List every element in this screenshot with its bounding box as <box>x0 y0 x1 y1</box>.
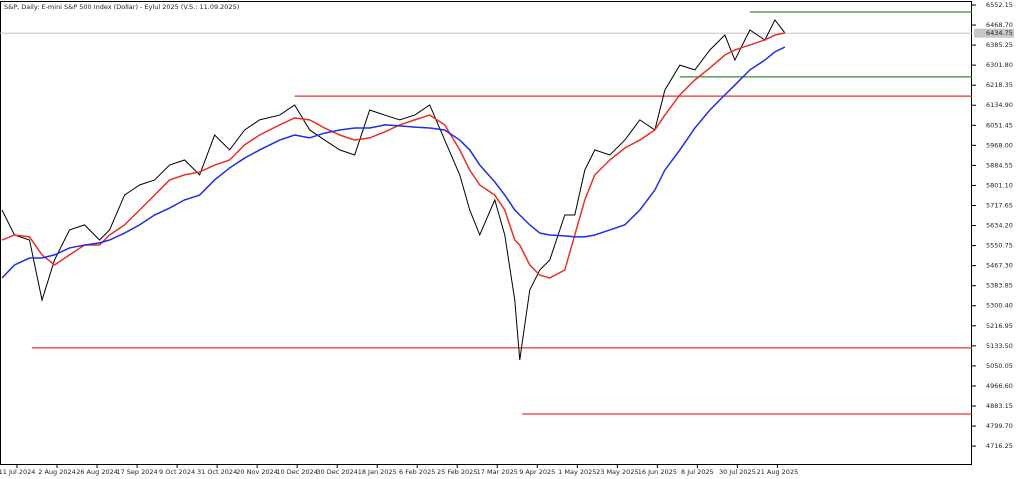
y-tick-label: 5467.30 <box>986 262 1013 270</box>
x-tick-label: 2 Aug 2024 <box>38 468 76 476</box>
y-tick-label: 5968.00 <box>986 141 1013 149</box>
y-tick-label: 5300.40 <box>986 302 1013 310</box>
last-price-label: 6434.75 <box>986 29 1013 37</box>
x-tick-label: 20 Nov 2024 <box>236 468 278 476</box>
y-tick-label: 5383.85 <box>986 282 1013 290</box>
x-tick-label: 11 Jul 2024 <box>0 468 35 476</box>
x-tick-label: 10 Dec 2024 <box>276 468 318 476</box>
y-tick-label: 6134.90 <box>986 101 1013 109</box>
x-tick-label: 30 Jul 2025 <box>719 468 756 476</box>
y-tick-label: 5050.05 <box>986 362 1013 370</box>
y-tick-label: 5717.65 <box>986 201 1013 209</box>
y-tick-label: 5884.55 <box>986 161 1013 169</box>
x-tick-label: 25 Feb 2025 <box>437 468 477 476</box>
x-tick-label: 18 Jan 2025 <box>358 468 397 476</box>
y-tick-label: 6218.35 <box>986 81 1013 89</box>
y-tick-label: 4966.60 <box>986 382 1013 390</box>
x-tick-label: 17 Mar 2025 <box>477 468 518 476</box>
y-tick-label: 6385.25 <box>986 41 1013 49</box>
x-tick-label: 23 May 2025 <box>596 468 638 476</box>
x-tick-label: 8 Jul 2025 <box>681 468 714 476</box>
y-tick-label: 4883.15 <box>986 402 1013 410</box>
y-tick-label: 5634.20 <box>986 222 1013 230</box>
x-tick-label: 21 Aug 2025 <box>757 468 799 476</box>
y-tick-label: 6468.70 <box>986 21 1013 29</box>
plot-frame <box>0 1 972 465</box>
x-tick-label: 9 Oct 2024 <box>159 468 195 476</box>
series-line <box>1 18 786 360</box>
y-tick-label: 5801.10 <box>986 181 1013 189</box>
last-price-box <box>974 28 1014 38</box>
x-tick-label: 26 Aug 2024 <box>76 468 118 476</box>
series-line <box>1 46 786 279</box>
chart-title: S&P, Daily: E-mini S&P 500 Index (Dollar… <box>4 3 239 11</box>
x-tick-label: 1 May 2025 <box>558 468 596 476</box>
y-tick-label: 6301.80 <box>986 61 1013 69</box>
x-tick-label: 9 Apr 2025 <box>519 468 555 476</box>
y-tick-label: 6552.15 <box>986 1 1013 9</box>
y-tick-label: 4799.70 <box>986 422 1013 430</box>
y-tick-label: 5216.95 <box>986 322 1013 330</box>
x-tick-label: 6 Feb 2025 <box>399 468 435 476</box>
x-tick-label: 17 Sep 2024 <box>116 468 157 476</box>
y-tick-label: 6051.45 <box>986 121 1013 129</box>
x-tick-label: 31 Oct 2024 <box>197 468 237 476</box>
series-line <box>1 32 786 279</box>
x-tick-label: 30 Dec 2024 <box>316 468 358 476</box>
y-tick-label: 5550.75 <box>986 242 1013 250</box>
y-tick-label: 5133.50 <box>986 342 1013 350</box>
y-tick-label: 4716.25 <box>986 442 1013 450</box>
x-tick-label: 16 Jun 2025 <box>638 468 677 476</box>
